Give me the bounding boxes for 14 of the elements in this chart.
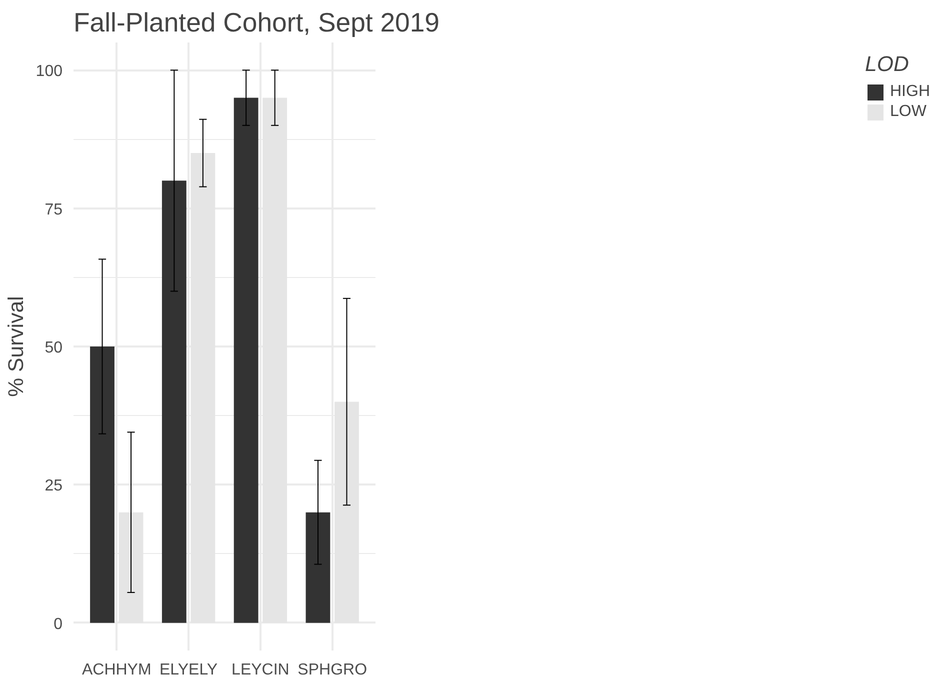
legend-title: LOD <box>865 52 910 77</box>
x-tick-label: ELYELY <box>159 662 218 678</box>
y-tick-label: 25 <box>44 478 63 495</box>
legend-label: HIGH <box>890 83 930 101</box>
y-tick-label: 50 <box>44 340 63 356</box>
legend-label: LOW <box>890 103 926 121</box>
y-tick-label: 75 <box>44 201 63 218</box>
x-tick-label: LEYCIN <box>232 662 290 678</box>
x-tick-label: ACHHYM <box>82 662 152 678</box>
y-tick-label: 100 <box>36 63 63 80</box>
x-tick-label: SPHGRO <box>298 662 368 678</box>
y-axis-title: % Survival <box>4 296 28 397</box>
chart-title: Fall-Planted Cohort, Sept 2019 <box>74 8 440 38</box>
y-tick-label: 0 <box>54 616 63 633</box>
